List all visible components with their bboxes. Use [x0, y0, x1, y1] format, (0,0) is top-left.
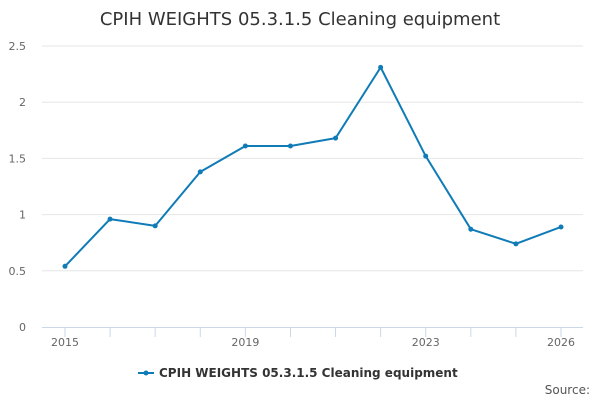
y-tick-label: 1	[19, 209, 26, 222]
legend-item-label: CPIH WEIGHTS 05.3.1.5 Cleaning equipment	[159, 366, 458, 380]
y-axis-tick-labels: 0 0.5 1 1.5 2 2.5	[9, 40, 27, 334]
data-point[interactable]	[107, 216, 113, 222]
data-point[interactable]	[423, 153, 429, 159]
data-point[interactable]	[558, 224, 564, 230]
data-point[interactable]	[378, 64, 384, 70]
data-point[interactable]	[287, 143, 293, 149]
legend-point-marker	[143, 370, 149, 376]
data-point[interactable]	[197, 169, 203, 175]
data-point[interactable]	[513, 241, 519, 247]
legend[interactable]: CPIH WEIGHTS 05.3.1.5 Cleaning equipment	[138, 366, 458, 380]
data-point[interactable]	[333, 135, 339, 141]
x-tick-label: 2019	[231, 336, 259, 349]
data-series	[62, 64, 564, 269]
chart-title: CPIH WEIGHTS 05.3.1.5 Cleaning equipment	[100, 9, 500, 30]
data-point[interactable]	[242, 143, 248, 149]
x-axis-ticks: 2015 2019 2023 2026	[51, 327, 575, 349]
data-point[interactable]	[62, 263, 68, 269]
credits-text[interactable]: Source:	[545, 383, 590, 397]
data-point[interactable]	[468, 226, 474, 232]
y-tick-label: 0	[19, 321, 26, 334]
x-tick-label: 2026	[547, 336, 575, 349]
data-point[interactable]	[152, 223, 158, 229]
y-tick-label: 2.5	[9, 40, 27, 53]
y-gridlines	[42, 45, 583, 272]
y-tick-label: 1.5	[9, 152, 27, 165]
series-line[interactable]	[64, 66, 562, 267]
x-tick-label: 2023	[412, 336, 440, 349]
y-tick-label: 2	[19, 96, 26, 109]
y-tick-label: 0.5	[9, 265, 27, 278]
x-tick-label: 2015	[51, 336, 79, 349]
